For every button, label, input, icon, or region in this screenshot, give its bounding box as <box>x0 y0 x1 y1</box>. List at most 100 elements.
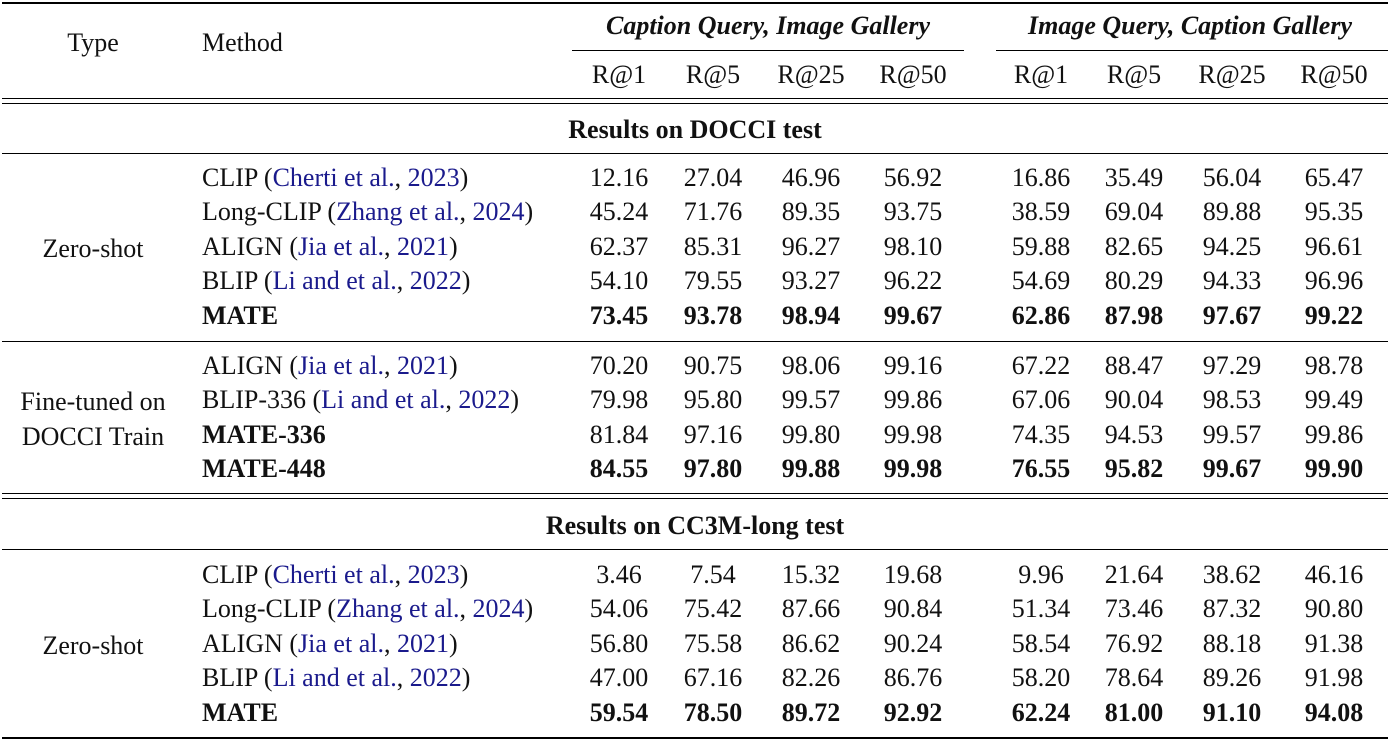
section-rule-a <box>2 493 1388 494</box>
method-cell: ALIGN (Jia et al., 2021) <box>202 629 458 659</box>
cite-open: ( <box>282 231 299 261</box>
value-cell: 71.76 <box>683 197 743 227</box>
cite-sep: , <box>396 266 410 296</box>
citation-year: 2022 <box>458 385 511 415</box>
value-cell: 92.92 <box>883 697 943 727</box>
value-cell: 90.75 <box>683 351 743 380</box>
value-cell: 54.06 <box>589 594 649 624</box>
value-cell: 86.62 <box>781 628 841 658</box>
value-cell: 99.98 <box>883 419 943 449</box>
value-cell: 73.45 <box>589 300 649 330</box>
value-cell: 51.34 <box>1011 594 1071 624</box>
header-rule-a <box>2 98 1388 99</box>
cite-open: ( <box>257 560 273 589</box>
value-cell: 79.55 <box>683 266 743 296</box>
section-title: Results on CC3M-long test <box>545 511 845 540</box>
value-cell: 87.98 <box>1104 300 1164 330</box>
group-divider-rule <box>2 341 1388 342</box>
citation-year: 2024 <box>472 594 525 624</box>
cite-close: ) <box>459 560 469 589</box>
method-name: BLIP <box>202 663 258 693</box>
value-cell: 65.47 <box>1304 163 1364 192</box>
value-cell: 99.22 <box>1304 300 1364 330</box>
value-cell: 97.67 <box>1202 300 1262 330</box>
header-method: Method <box>202 28 283 57</box>
citation-year: 2021 <box>396 351 449 380</box>
value-cell: 98.94 <box>781 300 841 330</box>
value-cell: 87.66 <box>781 594 841 624</box>
metric-header: R@50 <box>1300 60 1368 89</box>
method-cell: BLIP (Li and et al., 2022) <box>202 663 470 693</box>
value-cell: 67.16 <box>683 663 743 693</box>
method-name: ALIGN <box>202 628 283 658</box>
value-cell: 99.86 <box>883 385 943 415</box>
metric-header: R@5 <box>685 60 741 89</box>
value-cell: 38.62 <box>1202 560 1262 589</box>
method-name: BLIP <box>202 266 258 296</box>
cite-close: ) <box>461 663 471 693</box>
metric-header: R@1 <box>591 60 647 89</box>
value-cell: 93.75 <box>883 197 943 227</box>
cite-close: ) <box>448 351 458 380</box>
bottom-rule <box>2 737 1388 739</box>
value-cell: 59.54 <box>589 697 649 727</box>
value-cell: 80.29 <box>1104 266 1164 296</box>
cite-close: ) <box>524 594 534 624</box>
value-cell: 79.98 <box>589 385 649 415</box>
value-cell: 89.88 <box>1202 197 1262 227</box>
value-cell: 9.96 <box>1018 560 1064 589</box>
cite-open: ( <box>320 197 337 227</box>
method-name: MATE <box>202 697 279 727</box>
section-title: Results on DOCCI test <box>568 115 822 144</box>
value-cell: 56.80 <box>589 628 649 658</box>
metric-header: R@25 <box>1198 60 1266 89</box>
cite-open: ( <box>257 266 273 296</box>
value-cell: 91.10 <box>1202 697 1262 727</box>
value-cell: 88.18 <box>1202 628 1262 658</box>
cite-close: ) <box>448 231 458 261</box>
value-cell: 93.78 <box>683 300 743 330</box>
method-cell: ALIGN (Jia et al., 2021) <box>202 232 458 262</box>
citation-authors: Jia et al. <box>298 628 384 658</box>
cite-sep: , <box>445 385 459 415</box>
value-cell: 96.61 <box>1304 231 1364 261</box>
cite-close: ) <box>524 197 534 227</box>
value-cell: 96.22 <box>883 266 943 296</box>
value-cell: 84.55 <box>589 454 649 484</box>
value-cell: 12.16 <box>589 163 649 192</box>
value-cell: 96.27 <box>781 231 841 261</box>
value-cell: 82.26 <box>781 663 841 693</box>
section1-title-rule <box>2 153 1388 154</box>
cite-sep: , <box>383 231 397 261</box>
value-cell: 45.24 <box>589 197 649 227</box>
value-cell: 94.08 <box>1304 697 1364 727</box>
value-cell: 7.54 <box>690 560 736 589</box>
value-cell: 95.35 <box>1304 197 1364 227</box>
value-cell: 99.88 <box>781 454 841 484</box>
value-cell: 74.35 <box>1011 419 1071 449</box>
method-cell: BLIP-336 (Li and et al., 2022) <box>202 385 519 415</box>
citation-authors: Cherti et al. <box>272 560 395 589</box>
header-group2: Image Query, Caption Gallery <box>1027 11 1353 40</box>
citation-authors: Jia et al. <box>298 231 384 261</box>
value-cell: 94.53 <box>1104 419 1164 449</box>
citation-authors: Li and et al. <box>321 385 446 415</box>
value-cell: 16.86 <box>1011 163 1071 192</box>
value-cell: 98.06 <box>781 351 841 380</box>
method-cell: BLIP (Li and et al., 2022) <box>202 266 470 296</box>
citation-authors: Cherti et al. <box>272 163 395 192</box>
method-cell: Long-CLIP (Zhang et al., 2024) <box>202 594 533 624</box>
value-cell: 46.96 <box>781 163 841 192</box>
citation-authors: Zhang et al. <box>336 197 460 227</box>
value-cell: 76.55 <box>1011 454 1071 484</box>
cite-close: ) <box>448 628 458 658</box>
value-cell: 89.26 <box>1202 663 1262 693</box>
method-name: CLIP <box>202 163 258 192</box>
value-cell: 47.00 <box>589 663 649 693</box>
type-label: Zero-shot <box>42 233 144 263</box>
group1-underline <box>572 50 964 51</box>
value-cell: 98.78 <box>1304 351 1364 380</box>
cite-sep: , <box>383 351 397 380</box>
cite-sep: , <box>383 628 397 658</box>
value-cell: 87.32 <box>1202 594 1262 624</box>
